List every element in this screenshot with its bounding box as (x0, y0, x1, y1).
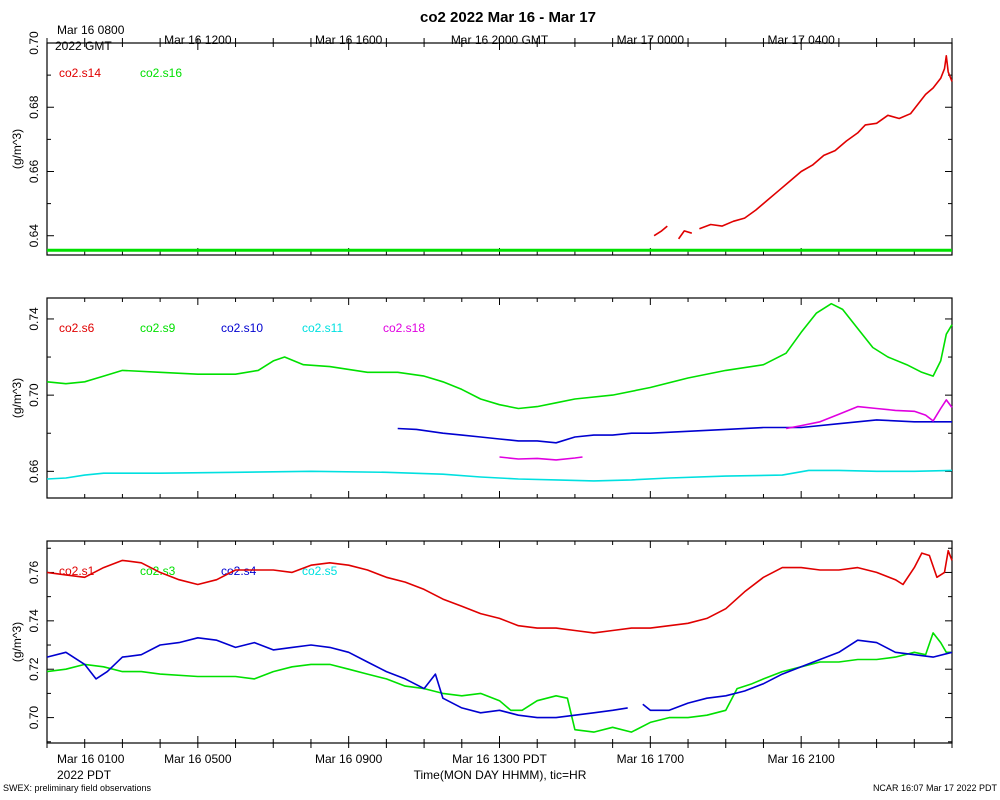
panel-top: 0.64 0.66 0.68 0.70 (g/m^3) co2.s14 co2.s16 (10, 31, 953, 256)
bottom-axis-tick-labels: Mar 16 0100 Mar 16 0500 Mar 16 0900 Mar 16 … (57, 752, 835, 766)
bottom-tick-label: Mar 16 1700 (617, 752, 685, 766)
x-axis-label: Time(MON DAY HHMM), tic=HR (414, 768, 587, 782)
y-tick-label: 0.76 (27, 560, 41, 584)
y-tick-label: 0.72 (27, 657, 41, 681)
series-line-co2-s1 (46, 549, 953, 634)
legend-entry-co2-s11: co2.s11 (302, 321, 343, 335)
y-axis-label: (g/m^3) (10, 622, 24, 662)
y-axis-label: (g/m^3) (10, 378, 24, 418)
series-line-co2-s14 (677, 230, 693, 240)
legend-entry-co2-s6: co2.s6 (59, 321, 95, 335)
y-tick-label: 0.66 (27, 459, 41, 483)
bottom-axis-origin-line2: 2022 PDT (57, 768, 112, 782)
series-line-co2-s11 (46, 469, 953, 482)
bottom-tick-label: Mar 16 0900 (315, 752, 383, 766)
y-tick-label: 0.70 (27, 383, 41, 407)
legend-entry-co2-s5: co2.s5 (302, 564, 338, 578)
legend-entry-co2-s10: co2.s10 (221, 321, 263, 335)
panel-frame (46, 297, 953, 499)
legend-entry-co2-s16: co2.s16 (140, 66, 182, 80)
legend-entry-co2-s18: co2.s18 (383, 321, 425, 335)
y-tick-label: 0.74 (27, 609, 41, 633)
y-axis-label: (g/m^3) (10, 129, 24, 169)
y-tick-label: 0.64 (27, 224, 41, 248)
bottom-axis-origin-line1: Mar 16 0100 (57, 752, 125, 766)
y-tick-label: 0.66 (27, 159, 41, 183)
series-line-co2-s14 (699, 55, 953, 230)
bottom-tick-label: Mar 16 1300 PDT (452, 752, 547, 766)
panel-frame (46, 42, 953, 256)
y-tick-label: 0.68 (27, 95, 41, 119)
series-line-co2-s18 (499, 456, 583, 461)
footer-timestamp: NCAR 16:07 Mar 17 2022 PDT (873, 783, 998, 793)
top-axis-origin-line2: 2022 GMT (55, 39, 112, 53)
y-tick-label: 0.70 (27, 706, 41, 730)
series-line-co2-s4 (642, 639, 953, 712)
legend-entry-co2-s9: co2.s9 (140, 321, 176, 335)
series-line-co2-s3 (46, 632, 952, 733)
bottom-tick-label: Mar 16 2100 (767, 752, 835, 766)
chart-title: co2 2022 Mar 16 - Mar 17 (420, 9, 596, 26)
top-axis-origin-line1: Mar 16 0800 (57, 23, 125, 37)
y-tick-label: 0.74 (27, 307, 41, 331)
panel-bottom: 0.700.720.740.76(g/m^3)co2.s1 co2.s3 co2.s… (10, 540, 953, 748)
footer-note: SWEX: preliminary field observations (3, 783, 152, 793)
y-tick-label: 0.70 (27, 31, 41, 55)
series-line-co2-s14 (653, 225, 668, 237)
series-line-co2-s9 (46, 302, 953, 410)
series-line-co2-s4 (46, 637, 628, 719)
legend-entry-co2-s4: co2.s4 (221, 564, 257, 578)
series-line-co2-s10 (397, 419, 952, 444)
series-line-co2-s18 (785, 399, 953, 430)
panel-middle: 0.66 0.70 0.74 (g/m^3) co2.s6 co2.s9 co2.s10 co… (10, 297, 953, 499)
bottom-tick-label: Mar 16 0500 (164, 752, 232, 766)
legend-entry-co2-s14: co2.s14 (59, 66, 101, 80)
